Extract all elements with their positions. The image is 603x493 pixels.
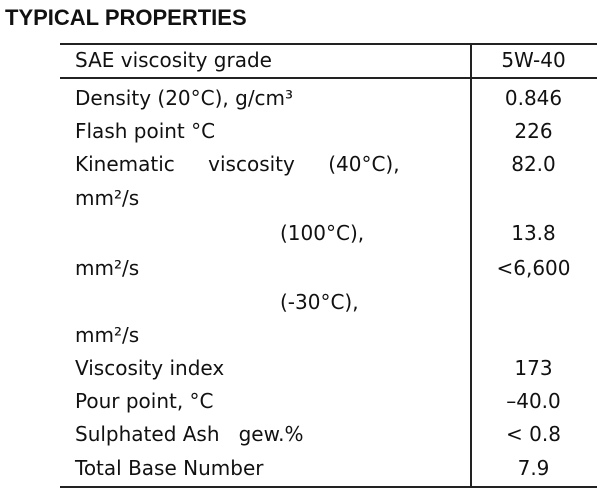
property-text: (-30°C), — [280, 290, 359, 314]
title: TYPICAL PROPERTIES — [5, 5, 247, 30]
value-text: 7.9 — [517, 456, 550, 480]
property-text: mm²/s — [75, 323, 140, 347]
property-text: (100°C), — [280, 221, 365, 245]
property-text: Sulphated Ash gew.% — [75, 422, 304, 446]
value-text: 226 — [514, 119, 553, 143]
property-text: Pour point, °C — [75, 389, 214, 413]
property-text: Viscosity index — [75, 356, 225, 380]
value-text: 82.0 — [511, 152, 556, 176]
property-text: Kinematic viscosity (40°C), — [75, 152, 400, 176]
header-cell: SAE viscosity grade — [75, 48, 272, 72]
column-rule — [470, 43, 472, 487]
value-text: <6,600 — [496, 256, 571, 280]
value-text: 0.846 — [504, 86, 563, 110]
property-text: mm²/s — [75, 186, 140, 210]
rule — [60, 77, 597, 79]
value-text: –40.0 — [506, 389, 561, 413]
property-text: Total Base Number — [75, 456, 264, 480]
property-text: mm²/s — [75, 256, 140, 280]
value-text: < 0.8 — [506, 422, 561, 446]
property-text: Density (20°C), g/cm³ — [75, 86, 294, 110]
value-text: 173 — [514, 356, 553, 380]
rule — [60, 43, 597, 45]
value-text: 13.8 — [511, 221, 556, 245]
header-cell: 5W-40 — [501, 48, 566, 72]
rule — [60, 486, 597, 488]
property-text: Flash point °C — [75, 119, 216, 143]
